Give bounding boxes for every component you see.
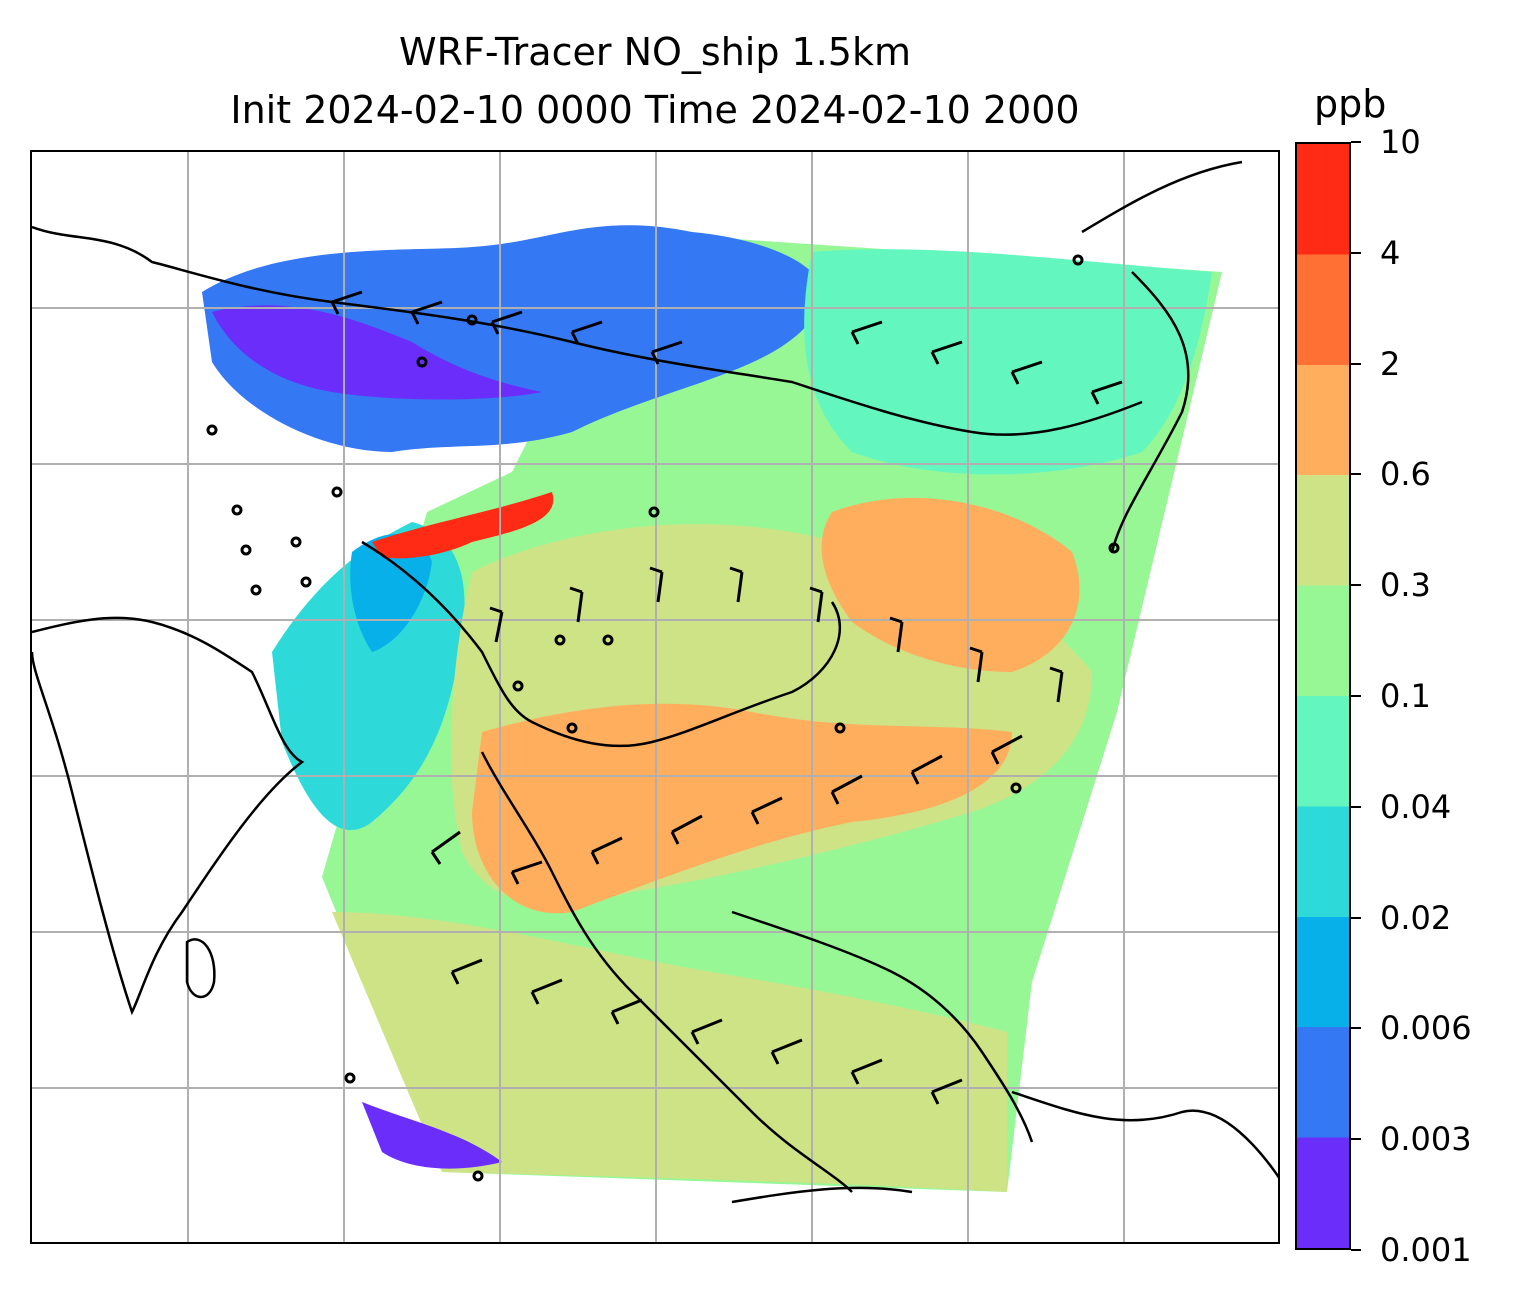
- coastlines: [32, 160, 1278, 1204]
- colorbar-tick-label: 0.6: [1380, 455, 1431, 494]
- colorbar-tick-mark: [1351, 251, 1361, 254]
- map-plot: [32, 152, 1278, 1242]
- coastline-southeast: [731, 1090, 1278, 1204]
- colorbar-tick-mark: [1351, 1027, 1361, 1030]
- coastline-north: [32, 225, 1143, 436]
- coastline-northeast: [1081, 160, 1243, 553]
- colorbar-tick-label: 0.006: [1380, 1009, 1472, 1048]
- coastline-peninsula: [480, 751, 853, 1193]
- colorbar-tick-mark: [1351, 584, 1361, 587]
- field-western-lower: [350, 533, 432, 652]
- concentration-field: [202, 225, 1222, 1192]
- colorbar-tick-mark: [1351, 1249, 1361, 1251]
- colorbar-tick-mark: [1351, 1138, 1361, 1141]
- field-northeast-high: [821, 497, 1080, 672]
- map-title-line1: WRF-Tracer NO_ship 1.5km: [399, 30, 911, 74]
- colorbar-tick-label: 0.3: [1380, 566, 1431, 605]
- colorbar-tick-label: 10: [1380, 123, 1421, 161]
- coastline-islands: [731, 910, 1034, 1143]
- field-southern-edge: [362, 1102, 502, 1169]
- map-panel: [30, 150, 1280, 1244]
- colorbar-tick-mark: [1351, 695, 1361, 697]
- field-northern-mid: [804, 249, 1212, 475]
- colorbar-tick-label: 0.001: [1380, 1231, 1472, 1269]
- colorbar-tick-mark: [1351, 141, 1361, 143]
- gridlines: [32, 152, 1278, 1242]
- map-title-line2: Init 2024-02-10 0000 Time 2024-02-10 200…: [230, 88, 1080, 132]
- calm-wind-markers: [206, 254, 1120, 1182]
- colorbar-tick-label: 0.04: [1380, 787, 1452, 826]
- colorbar-unit: ppb: [1314, 82, 1387, 126]
- colorbar-tick-label: 2: [1380, 344, 1401, 383]
- colorbar-tick-mark: [1351, 473, 1361, 476]
- colorbar-tick-label: 0.02: [1380, 898, 1452, 937]
- colorbar-tick-mark: [1351, 362, 1361, 365]
- coastline-india: [32, 616, 305, 1016]
- colorbar-tick-mark: [1351, 916, 1361, 919]
- colorbar-tick-label: 0.003: [1380, 1120, 1472, 1159]
- coastline-china-south: [361, 540, 842, 748]
- field-central-peak: [472, 703, 1012, 914]
- coastline-sri-lanka: [185, 938, 216, 999]
- wind-barbs: [330, 290, 1123, 1105]
- colorbar-tick-label: 0.1: [1380, 677, 1431, 715]
- field-northern-lowest: [212, 305, 542, 400]
- colorbar: [1295, 142, 1351, 1250]
- colorbar-tick-mark: [1351, 805, 1361, 808]
- colorbar-tick-label: 4: [1380, 233, 1401, 272]
- field-coast-peak: [372, 492, 554, 559]
